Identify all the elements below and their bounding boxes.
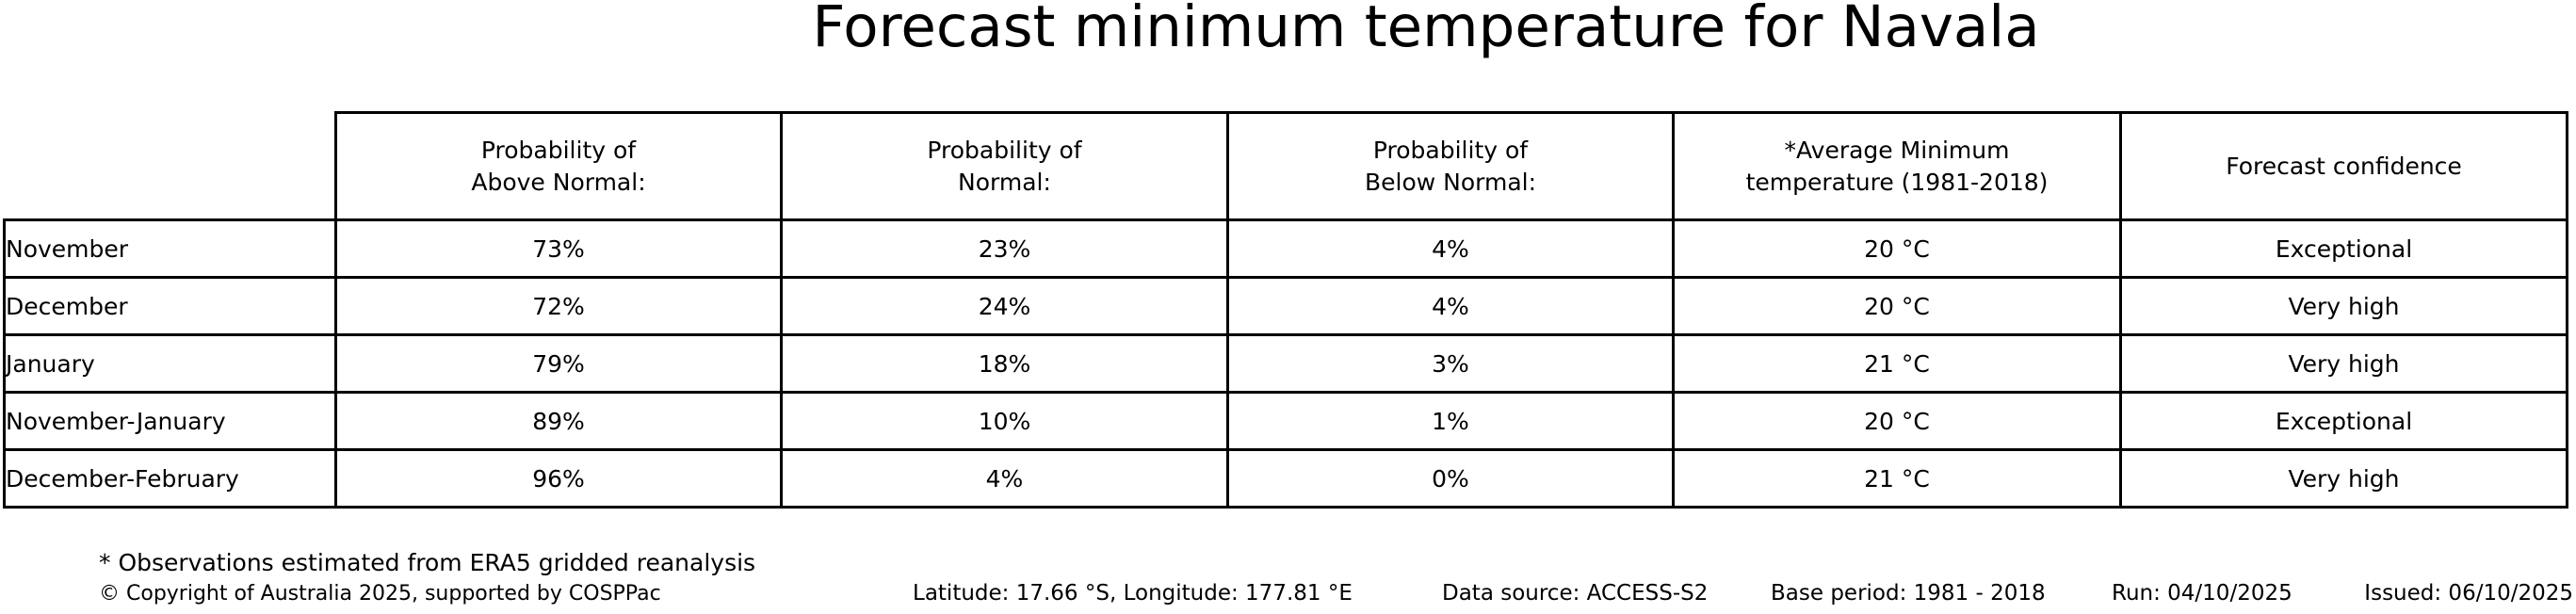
row-label-december: December	[3, 276, 337, 336]
table-row-november: November 73% 23% 4% 20 °C Exceptional	[3, 218, 2568, 279]
cell-avg-min-temperature: 21 °C	[1672, 333, 2122, 394]
row-label-november: November	[3, 218, 337, 279]
table-header-row: Probability of Above Normal: Probability…	[4, 111, 2568, 221]
page-title: Forecast minimum temperature for Navala	[812, 0, 2040, 60]
table-row-december: December 72% 24% 4% 20 °C Very high	[3, 276, 2568, 336]
cell-forecast-confidence: Very high	[2119, 276, 2568, 336]
cell-normal: 23%	[780, 218, 1229, 279]
cell-above-normal: 73%	[334, 218, 783, 279]
cell-below-normal: 1%	[1226, 391, 1675, 451]
cell-avg-min-temperature: 20 °C	[1672, 276, 2122, 336]
data-source-text: Data source: ACCESS-S2	[1442, 581, 1709, 606]
col-header-avg-min-temperature: *Average Minimum temperature (1981-2018)	[1672, 111, 2122, 221]
cell-normal: 24%	[780, 276, 1229, 336]
cell-avg-min-temperature: 21 °C	[1672, 448, 2122, 509]
forecast-table: Probability of Above Normal: Probability…	[3, 111, 2568, 509]
footnote-text: * Observations estimated from ERA5 gridd…	[99, 549, 756, 576]
cell-above-normal: 79%	[334, 333, 783, 394]
row-label-november-january: November-January	[3, 391, 337, 451]
base-period-text: Base period: 1981 - 2018	[1771, 581, 2046, 606]
row-label-december-february: December-February	[3, 448, 337, 509]
cell-below-normal: 4%	[1226, 218, 1675, 279]
table-corner-cell	[4, 112, 336, 220]
cell-above-normal: 72%	[334, 276, 783, 336]
col-header-prob-above-normal: Probability of Above Normal:	[334, 111, 783, 221]
cell-forecast-confidence: Very high	[2119, 448, 2568, 509]
cell-forecast-confidence: Exceptional	[2119, 218, 2568, 279]
cell-normal: 4%	[780, 448, 1229, 509]
cell-forecast-confidence: Very high	[2119, 333, 2568, 394]
table-row-november-january: November-January 89% 10% 1% 20 °C Except…	[3, 391, 2568, 451]
cell-avg-min-temperature: 20 °C	[1672, 218, 2122, 279]
location-text: Latitude: 17.66 °S, Longitude: 177.81 °E	[913, 581, 1353, 606]
col-header-forecast-confidence: Forecast confidence	[2119, 111, 2568, 221]
cell-normal: 18%	[780, 333, 1229, 394]
run-date-text: Run: 04/10/2025	[2112, 581, 2292, 606]
col-header-prob-below-normal: Probability of Below Normal:	[1226, 111, 1675, 221]
row-label-january: January	[3, 333, 337, 394]
cell-avg-min-temperature: 20 °C	[1672, 391, 2122, 451]
col-header-prob-normal: Probability of Normal:	[780, 111, 1229, 221]
table-row-january: January 79% 18% 3% 21 °C Very high	[3, 333, 2568, 394]
cell-below-normal: 3%	[1226, 333, 1675, 394]
cell-below-normal: 0%	[1226, 448, 1675, 509]
copyright-text: © Copyright of Australia 2025, supported…	[99, 582, 661, 606]
cell-below-normal: 4%	[1226, 276, 1675, 336]
cell-above-normal: 96%	[334, 448, 783, 509]
issued-date-text: Issued: 06/10/2025	[2364, 581, 2573, 606]
cell-normal: 10%	[780, 391, 1229, 451]
table-row-december-february: December-February 96% 4% 0% 21 °C Very h…	[3, 448, 2568, 509]
cell-above-normal: 89%	[334, 391, 783, 451]
cell-forecast-confidence: Exceptional	[2119, 391, 2568, 451]
